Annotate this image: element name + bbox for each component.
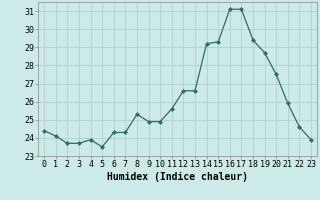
X-axis label: Humidex (Indice chaleur): Humidex (Indice chaleur) bbox=[107, 172, 248, 182]
